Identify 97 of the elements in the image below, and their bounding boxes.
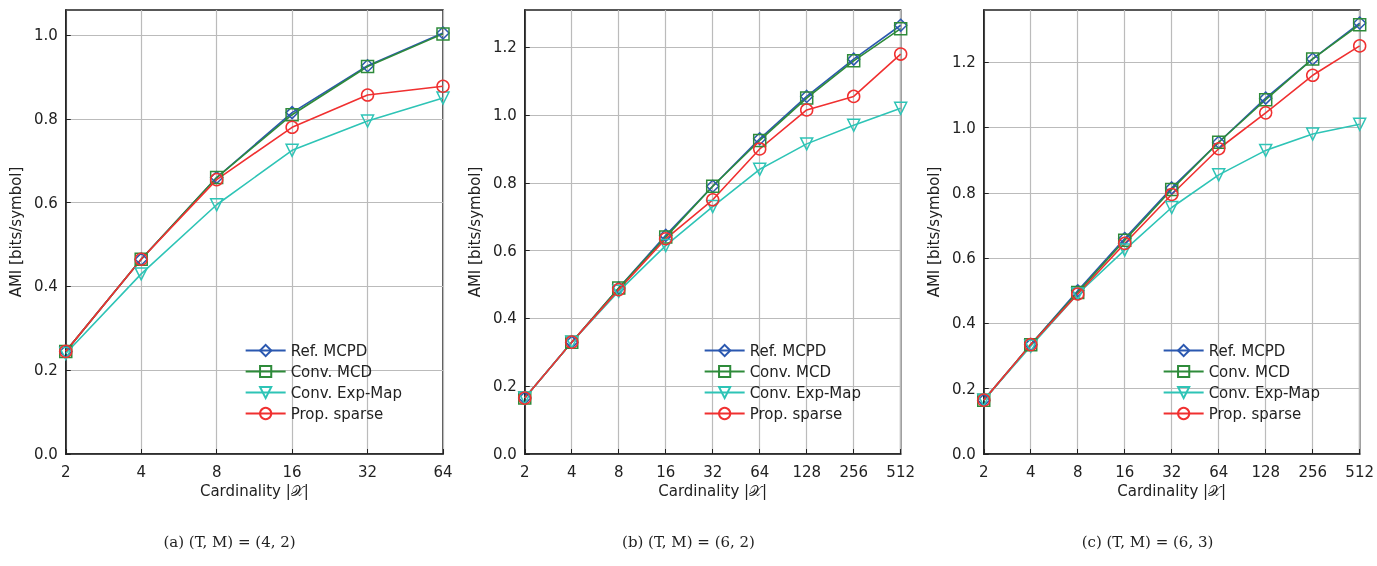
x-tick-label: 32 (358, 462, 378, 481)
y-tick-label: 1.2 (951, 53, 976, 72)
y-axis-title: AMI [bits/symbol] (924, 166, 943, 298)
y-tick-label: 0.6 (492, 241, 517, 260)
x-axis-title: Cardinality |𝒳| (199, 482, 309, 501)
x-tick-label: 4 (136, 462, 146, 481)
legend-label: Ref. MCPD (749, 341, 827, 360)
point (752, 142, 767, 156)
x-tick-label: 64 (433, 462, 453, 481)
point (893, 18, 908, 32)
point (436, 91, 450, 105)
y-tick-label: 0.4 (492, 309, 517, 328)
legend-label: Prop. sparse (1208, 404, 1302, 423)
point (1164, 200, 1179, 215)
point (752, 162, 767, 177)
y-tick-label: 0.0 (951, 445, 976, 463)
point (705, 193, 720, 207)
point (1258, 143, 1273, 158)
y-tick-label: 1.0 (951, 118, 976, 137)
x-axis-title: Cardinality |𝒳| (1117, 482, 1227, 501)
x-tick-label: 32 (1162, 462, 1182, 481)
x-tick-label: 8 (613, 462, 624, 481)
legend-label: Conv. MCD (290, 362, 373, 381)
point (360, 88, 375, 102)
point (1258, 106, 1273, 120)
point (1211, 168, 1226, 182)
y-tick-label: 0.4 (33, 277, 58, 296)
x-tick-label: 512 (1345, 462, 1375, 481)
legend-label: Ref. MCPD (1208, 341, 1286, 360)
y-tick-label: 0.0 (33, 445, 58, 463)
y-tick-label: 1.0 (33, 26, 58, 45)
point (285, 143, 299, 158)
legend-label: Conv. MCD (1208, 362, 1291, 381)
point (658, 238, 673, 253)
x-tick-label: 2 (60, 462, 71, 481)
x-tick-label: 2 (519, 462, 530, 481)
x-tick-label: 64 (1209, 462, 1229, 481)
x-tick-label: 16 (282, 462, 302, 481)
x-tick-label: 4 (566, 462, 577, 481)
x-tick-label: 128 (792, 462, 822, 481)
point (1117, 236, 1132, 251)
point (1305, 127, 1320, 141)
y-tick-label: 0.2 (492, 377, 517, 396)
x-tick-label: 64 (750, 462, 770, 481)
x-tick-label: 256 (839, 462, 869, 481)
y-tick-label: 0.2 (951, 379, 976, 398)
y-tick-label: 0.8 (951, 183, 976, 202)
legend-label: Conv. Exp-Map (1208, 383, 1321, 402)
point (1352, 39, 1367, 53)
x-tick-label: 8 (1072, 462, 1083, 481)
x-tick-label: 2 (978, 462, 989, 481)
y-tick-label: 0.6 (33, 193, 58, 212)
x-tick-label: 512 (886, 462, 916, 481)
legend-label: Conv. Exp-Map (290, 383, 403, 402)
point (209, 198, 224, 212)
x-tick-label: 8 (211, 462, 222, 481)
legend-label: Prop. sparse (749, 404, 843, 423)
point (134, 267, 148, 281)
x-tick-label: 32 (703, 462, 723, 481)
point (1352, 117, 1367, 132)
y-tick-label: 1.0 (492, 106, 517, 125)
point (1164, 187, 1179, 202)
y-tick-label: 0.0 (492, 445, 517, 463)
point (846, 118, 861, 132)
y-tick-label: 0.6 (951, 249, 976, 268)
point (436, 79, 450, 93)
x-tick-label: 16 (656, 462, 676, 481)
text: (a) (T, M) = (4, 2) (163, 532, 296, 551)
point (799, 103, 814, 117)
text: (b) (T, M) = (6, 2) (622, 532, 755, 551)
y-tick-label: 1.2 (492, 38, 517, 57)
point (1211, 142, 1226, 156)
legend-label: Ref. MCPD (290, 341, 368, 360)
y-tick-label: 0.8 (33, 109, 58, 128)
y-tick-label: 0.2 (33, 361, 58, 380)
point (799, 137, 814, 151)
legend-label: Prop. sparse (290, 404, 384, 423)
legend-label: Conv. Exp-Map (749, 383, 862, 402)
x-tick-label: 4 (1025, 462, 1036, 481)
x-tick-label: 256 (1298, 462, 1328, 481)
point (846, 89, 861, 104)
x-tick-label: 16 (1115, 462, 1135, 481)
point (360, 114, 375, 128)
point (1117, 243, 1132, 257)
point (285, 120, 299, 135)
text: (c) (T, M) = (6, 3) (1081, 532, 1214, 551)
point (1305, 68, 1320, 83)
point (893, 101, 908, 116)
x-axis-title: Cardinality |𝒳| (658, 482, 768, 501)
y-axis-title: AMI [bits/symbol] (465, 166, 484, 298)
legend-label: Conv. MCD (749, 362, 832, 381)
y-tick-label: 0.4 (951, 314, 976, 333)
y-tick-label: 0.8 (492, 173, 517, 192)
point (705, 199, 720, 214)
x-tick-label: 128 (1251, 462, 1281, 481)
y-axis-title: AMI [bits/symbol] (6, 166, 25, 298)
point (893, 47, 908, 61)
